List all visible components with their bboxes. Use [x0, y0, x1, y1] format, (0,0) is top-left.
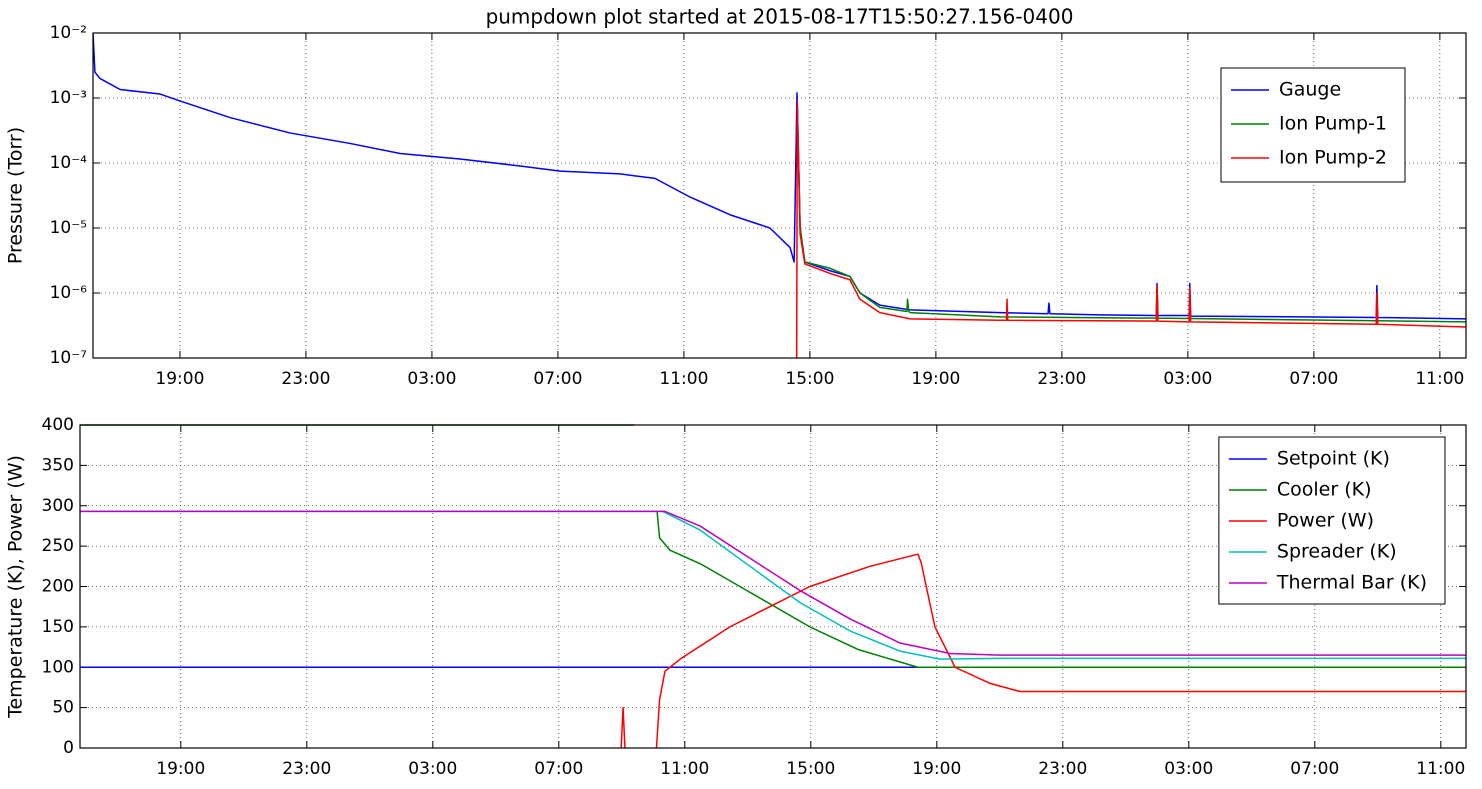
x-tick-label: 15:00: [785, 369, 834, 389]
y-axis-label: Pressure (Torr): [5, 127, 27, 264]
y-tick-label: 0: [63, 738, 74, 758]
x-tick-label: 11:00: [660, 759, 709, 779]
legend-label: Cooler (K): [1277, 479, 1372, 501]
series-group: [93, 32, 1466, 359]
legend: Gauge Ion Pump-1 Ion Pump-2: [1220, 67, 1406, 183]
y-tick-label: 10⁻⁷: [50, 348, 88, 368]
series-line: [80, 510, 1466, 660]
series-line: [620, 553, 1466, 749]
y-tick-label: 10⁻⁵: [50, 218, 87, 238]
x-tick-label: 19:00: [155, 369, 204, 389]
x-tick-label: 19:00: [156, 759, 205, 779]
x-tick-label: 15:00: [786, 759, 835, 779]
y-tick-label: 300: [42, 496, 74, 516]
x-tick-label: 23:00: [282, 759, 331, 779]
x-tick-label: 03:00: [408, 759, 457, 779]
chart-title: pumpdown plot started at 2015-08-17T15:5…: [486, 5, 1074, 29]
y-tick-label: 350: [42, 455, 74, 475]
legend-label: Spreader (K): [1277, 541, 1397, 563]
y-axis-label: Temperature (K), Power (W): [5, 455, 27, 719]
y-tick-label: 200: [42, 577, 74, 597]
x-tick-label: 07:00: [533, 369, 582, 389]
x-tick-label: 19:00: [911, 369, 960, 389]
axes-frame: [92, 32, 1467, 359]
y-tick-label: 50: [52, 698, 74, 718]
y-tick-label: 250: [42, 536, 74, 556]
x-tick-label: 03:00: [1164, 759, 1213, 779]
x-tick-label: 07:00: [1289, 369, 1338, 389]
legend-label: Gauge: [1279, 79, 1341, 101]
x-tick-label: 11:00: [659, 369, 708, 389]
x-tick-label: 07:00: [1290, 759, 1339, 779]
x-tick-label: 03:00: [1163, 369, 1212, 389]
x-tick-label: 23:00: [1037, 369, 1086, 389]
y-tick-label: 150: [42, 617, 74, 637]
axes: pumpdown plot started at 2015-08-17T15:5…: [5, 5, 1467, 389]
x-tick-label: 07:00: [534, 759, 583, 779]
series-line: [80, 510, 1466, 656]
x-tick-label: 11:00: [1415, 369, 1464, 389]
legend-label: Ion Pump-1: [1279, 113, 1387, 135]
y-tick-label: 10⁻³: [50, 88, 87, 108]
y-tick-label: 10⁻⁶: [50, 283, 88, 303]
axes: Temperature (K), Power (W) 0 50 100 150 200 25…: [5, 415, 1467, 779]
x-tick-label: 03:00: [407, 369, 456, 389]
y-tick-label: 100: [42, 657, 74, 677]
x-tick-label: 23:00: [281, 369, 330, 389]
y-tick-label: 10⁻⁴: [50, 153, 88, 173]
axes-frame: [79, 424, 1467, 749]
x-tick-label: 19:00: [912, 759, 961, 779]
x-tick-label: 23:00: [1038, 759, 1087, 779]
legend-label: Power (W): [1277, 510, 1374, 532]
y-tick-label: 400: [42, 415, 74, 435]
legend-label: Thermal Bar (K): [1276, 572, 1427, 594]
legend-box: [1220, 67, 1406, 183]
series-line: [795, 100, 1466, 359]
legend-label: Ion Pump-2: [1279, 147, 1387, 169]
y-tick-label: 10⁻²: [50, 23, 87, 43]
legend-label: Setpoint (K): [1277, 448, 1390, 470]
x-tick-label: 11:00: [1416, 759, 1465, 779]
legend: Setpoint (K) Cooler (K) Power (W) Spreader …: [1218, 436, 1446, 605]
